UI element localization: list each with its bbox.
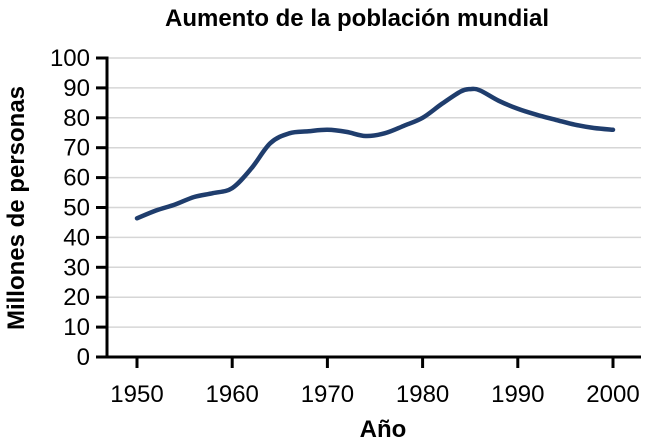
- grid-layer: [107, 57, 641, 328]
- y-tick-label: 100: [50, 45, 90, 72]
- x-axis-label: Año: [360, 416, 407, 443]
- population-curve: [134, 86, 616, 221]
- y-tick-label: 70: [63, 135, 90, 162]
- y-tick-label: 50: [63, 195, 90, 222]
- y-tick-label: 20: [63, 284, 90, 311]
- x-tick-label: 1960: [206, 381, 259, 408]
- y-tick-label: 30: [63, 254, 90, 281]
- curve-layer: [134, 86, 616, 221]
- y-axis-label: Millones de personas: [3, 86, 30, 330]
- chart-title: Aumento de la población mundial: [165, 5, 549, 32]
- y-tick-label: 10: [63, 314, 90, 341]
- y-tick-label: 0: [77, 344, 90, 371]
- x-tick-label: 1980: [396, 381, 449, 408]
- y-tick-label: 80: [63, 105, 90, 132]
- y-tick-label: 60: [63, 165, 90, 192]
- axes-layer: [96, 56, 641, 368]
- x-tick-label: 2000: [586, 381, 639, 408]
- x-tick-label: 1950: [110, 381, 163, 408]
- x-tick-label: 1970: [301, 381, 354, 408]
- x-tick-label: 1990: [491, 381, 544, 408]
- y-tick-label: 90: [63, 75, 90, 102]
- y-tick-label: 40: [63, 224, 90, 251]
